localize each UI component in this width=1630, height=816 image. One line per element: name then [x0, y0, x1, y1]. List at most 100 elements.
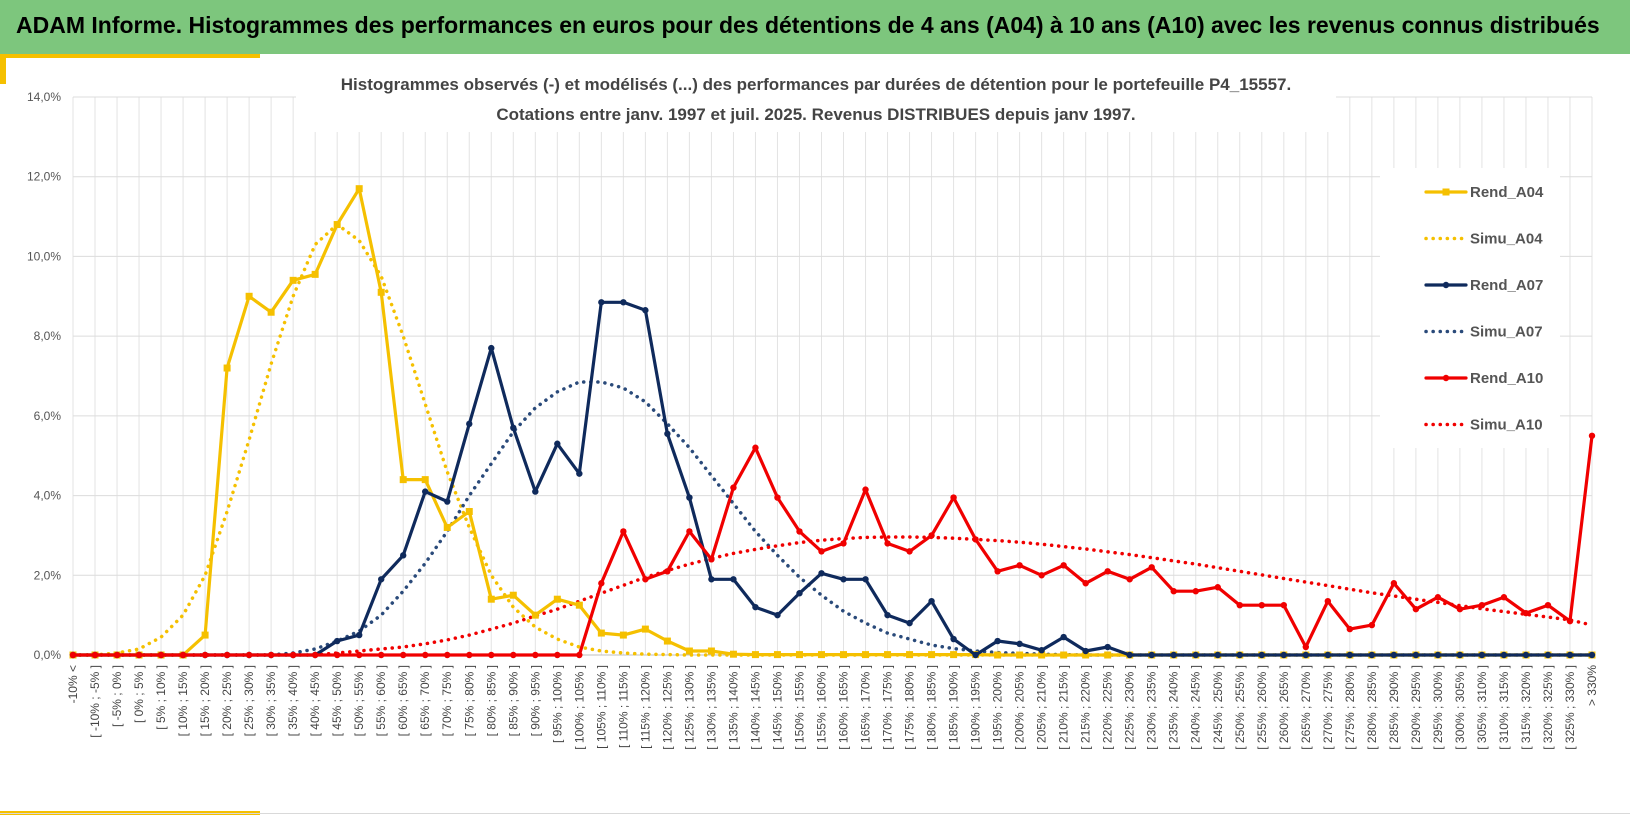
data-point — [1126, 651, 1133, 659]
data-point — [1522, 651, 1530, 659]
data-point — [1368, 621, 1376, 629]
data-point — [928, 651, 936, 659]
data-point — [1038, 651, 1046, 659]
data-point — [69, 651, 77, 659]
chart-legend: Rend_A04 Simu_A04 Rend_A07 Simu_A07 Rend_A10… — [1424, 184, 1544, 434]
data-point — [223, 651, 231, 659]
x-tick-label: [ 325% ; 330% ] — [1563, 665, 1577, 750]
y-tick-label: 12,0% — [27, 170, 61, 184]
legend-label: Rend_A10 — [1470, 370, 1543, 387]
y-tick-label: 10,0% — [27, 249, 61, 263]
data-point — [928, 597, 935, 605]
data-point — [773, 651, 781, 659]
data-point — [1346, 651, 1354, 659]
x-tick-label: [ 70% ; 75% ] — [440, 665, 454, 736]
data-point — [1170, 588, 1177, 595]
data-point — [1588, 432, 1596, 439]
x-tick-label: [ 90% ; 95% ] — [528, 665, 542, 736]
chart-title-line2: Cotations entre janv. 1997 et juil. 2025… — [496, 105, 1135, 124]
x-tick-label: [ 110% ; 115% ] — [616, 665, 630, 748]
x-tick-label: [ 95% ; 100% ] — [550, 665, 564, 743]
data-point — [1148, 564, 1155, 571]
legend-label: Simu_A04 — [1470, 231, 1543, 248]
x-tick-label: [ 210% ; 215% ] — [1057, 665, 1071, 750]
data-point — [972, 536, 979, 543]
series-line-simu-a10 — [71, 535, 1594, 657]
x-tick-label: [ 35% ; 40% ] — [286, 665, 300, 736]
x-tick-label: [ 225% ; 230% ] — [1123, 665, 1137, 750]
data-point — [840, 540, 847, 547]
data-point — [1280, 651, 1287, 659]
data-point — [422, 651, 429, 659]
data-point — [1434, 594, 1442, 601]
data-point — [400, 552, 407, 559]
data-point — [400, 651, 407, 659]
data-point — [355, 651, 363, 659]
data-point — [906, 548, 913, 555]
data-point — [884, 651, 892, 659]
data-point — [1412, 651, 1420, 659]
data-point — [1082, 580, 1089, 587]
data-point — [1280, 601, 1287, 609]
x-tick-label: [ 205% ; 210% ] — [1035, 665, 1049, 750]
data-point — [906, 651, 914, 659]
data-point — [1544, 651, 1552, 659]
x-tick-label: [ 40% ; 45% ] — [308, 665, 322, 736]
x-tick-label: [ 20% ; 25% ] — [220, 665, 234, 736]
data-point — [333, 651, 341, 659]
data-point — [1324, 651, 1332, 659]
data-point — [1258, 651, 1265, 659]
data-point — [1390, 580, 1398, 587]
x-tick-label: [ 50% ; 55% ] — [352, 665, 366, 736]
data-point — [1368, 651, 1376, 659]
data-point — [135, 651, 143, 659]
data-point — [840, 651, 848, 659]
data-point — [686, 494, 693, 501]
x-axis-ticks: -10% < [ -10% ; -5% ] [ -5% ; 0% ] [ 0% ; 5… — [66, 665, 1599, 750]
data-point — [466, 651, 473, 659]
data-point — [510, 651, 517, 659]
legend-label: Simu_A10 — [1470, 417, 1543, 434]
legend-label: Rend_A04 — [1470, 184, 1544, 201]
data-point — [1346, 625, 1354, 633]
x-tick-label: [ 130% ; 135% ] — [704, 665, 718, 750]
legend-marker — [1442, 374, 1450, 382]
data-point — [223, 364, 231, 372]
x-tick-label: [ 65% ; 70% ] — [418, 665, 432, 736]
data-point — [575, 601, 583, 609]
data-point — [950, 494, 957, 501]
x-tick-label: [ 320% ; 325% ] — [1541, 665, 1555, 750]
x-tick-label: [ 5% ; 10% ] — [154, 665, 168, 730]
data-point — [1324, 597, 1332, 605]
data-point — [1258, 601, 1265, 609]
x-tick-label: [ 195% ; 200% ] — [991, 665, 1005, 750]
data-point — [1214, 584, 1221, 591]
x-tick-label: [ 145% ; 150% ] — [770, 665, 784, 750]
x-tick-label: [ 115% ; 120% ] — [638, 665, 652, 749]
data-point — [1060, 562, 1067, 569]
x-tick-label: [ 0% ; 5% ] — [132, 665, 146, 723]
data-point — [1104, 643, 1111, 651]
x-tick-label: [ 55% ; 60% ] — [374, 665, 388, 736]
data-point — [554, 651, 561, 659]
data-point — [619, 631, 627, 639]
data-point — [1236, 601, 1243, 609]
header-bar: ADAM Informe. Histogrammes des performan… — [0, 0, 1630, 54]
data-point — [267, 308, 275, 316]
data-point — [113, 651, 121, 659]
x-tick-label: [ 300% ; 305% ] — [1453, 665, 1467, 750]
data-point — [730, 576, 737, 583]
x-tick-label: [ 315% ; 320% ] — [1519, 665, 1533, 750]
x-tick-label: [ 200% ; 205% ] — [1013, 665, 1027, 750]
data-point — [598, 299, 605, 306]
x-tick-label: [ 250% ; 255% ] — [1233, 665, 1247, 750]
data-point — [1104, 651, 1112, 659]
x-tick-label: [ 125% ; 130% ] — [682, 665, 696, 750]
x-tick-label: [ 185% ; 190% ] — [947, 665, 961, 750]
data-point — [488, 344, 495, 352]
data-point — [1500, 594, 1508, 601]
data-point — [1082, 647, 1089, 655]
accent-top-line — [0, 54, 260, 58]
data-point — [1434, 651, 1442, 659]
